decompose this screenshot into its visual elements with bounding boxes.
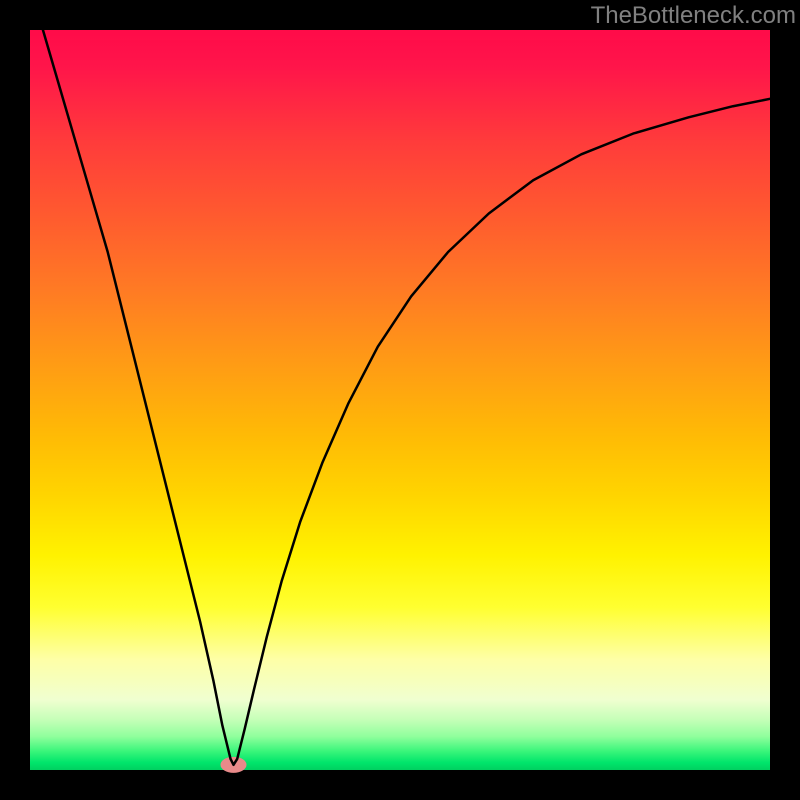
chart-frame: TheBottleneck.com [0, 0, 800, 800]
watermark-text: TheBottleneck.com [591, 2, 796, 30]
plot-gradient-background [30, 30, 770, 770]
bottleneck-chart [0, 0, 800, 800]
